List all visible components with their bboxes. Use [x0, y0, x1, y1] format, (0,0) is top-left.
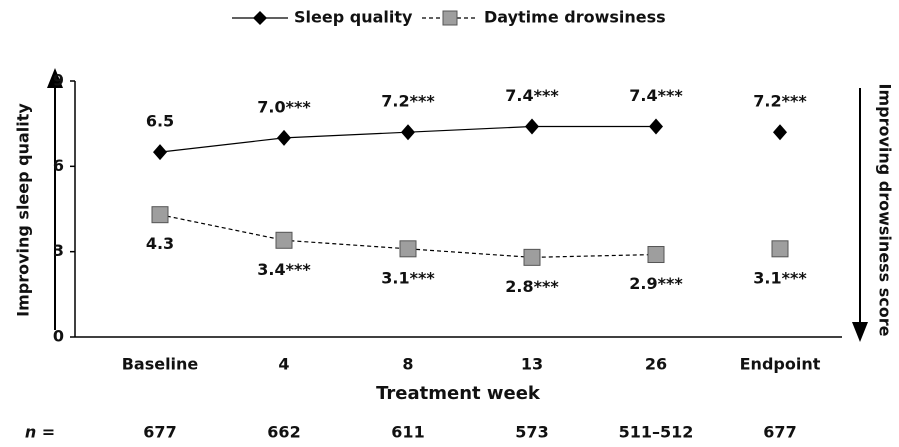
n-value: 677 — [763, 423, 796, 442]
value-label: 4.3 — [146, 234, 174, 253]
value-label: 3.4*** — [257, 260, 311, 279]
value-label: 7.4*** — [505, 86, 559, 105]
series-line — [160, 215, 780, 258]
legend-marker — [253, 11, 267, 25]
point — [401, 124, 415, 141]
legend-marker — [442, 10, 458, 26]
x-tick-label: Baseline — [122, 355, 199, 374]
y-axis-title: Improving sleep quality — [14, 103, 33, 317]
y-tick-label: 3 — [53, 241, 64, 260]
x-tick-label: 26 — [645, 355, 667, 374]
x-tick-label: 13 — [521, 355, 543, 374]
value-label: 7.4*** — [629, 86, 683, 105]
point — [153, 144, 167, 161]
point — [647, 246, 665, 264]
point — [277, 129, 291, 146]
x-tick-label: 8 — [402, 355, 413, 374]
value-label: 2.8*** — [505, 277, 559, 296]
value-label: 3.1*** — [753, 268, 807, 287]
value-label: 3.1*** — [381, 268, 435, 287]
legend-label: Sleep quality — [294, 8, 413, 27]
n-value: 611 — [391, 423, 424, 442]
point — [525, 118, 539, 135]
n-value: 573 — [515, 423, 548, 442]
value-label: 7.2*** — [753, 92, 807, 111]
y2-axis-title: Improving drowsiness score — [876, 83, 895, 336]
point — [399, 240, 417, 258]
n-value: 677 — [143, 423, 176, 442]
n-label: n = — [25, 423, 55, 442]
value-label: 2.9*** — [629, 274, 683, 293]
legend-label: Daytime drowsiness — [484, 8, 666, 27]
y-tick-label: 0 — [53, 327, 64, 346]
point — [649, 118, 663, 135]
n-value: 662 — [267, 423, 300, 442]
point — [275, 231, 293, 249]
point — [523, 248, 541, 266]
point — [771, 240, 789, 258]
value-label: 7.2*** — [381, 92, 435, 111]
x-tick-label: 4 — [278, 355, 289, 374]
y-tick-label: 6 — [53, 156, 64, 175]
x-tick-label: Endpoint — [740, 355, 821, 374]
point — [773, 124, 787, 141]
x-axis-title: Treatment week — [376, 383, 541, 404]
y-tick-label: 9 — [53, 71, 64, 90]
value-label: 6.5 — [146, 112, 174, 131]
value-label: 7.0*** — [257, 97, 311, 116]
point — [151, 206, 169, 224]
n-value: 511–512 — [619, 423, 694, 442]
series-line — [160, 127, 780, 153]
